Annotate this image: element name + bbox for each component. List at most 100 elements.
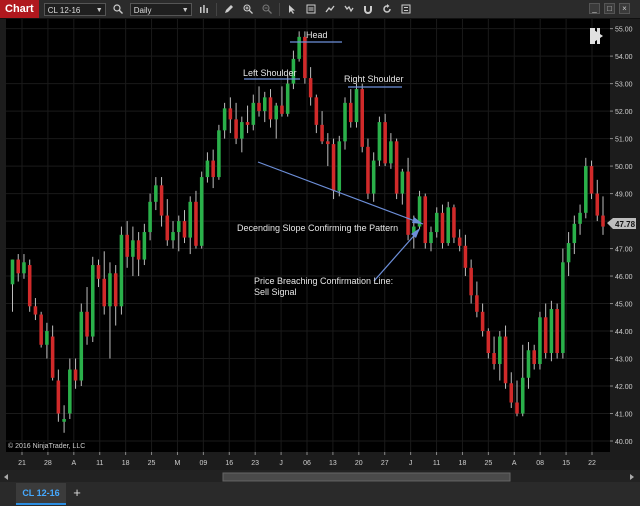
candle-body-up	[90, 265, 95, 337]
candle-body-down	[56, 380, 61, 414]
candle-body-down	[314, 97, 319, 125]
breach-label-line1: Price Breaching Confirmation Line:	[254, 276, 393, 286]
price-axis: 55.0054.0053.0052.0051.0050.0049.0048.00…	[610, 27, 633, 446]
candle-body-down	[383, 122, 387, 164]
pencil-icon[interactable]	[222, 2, 236, 16]
candle-body-down	[136, 240, 141, 260]
copyright-label: © 2016 NinjaTrader, LLC	[8, 442, 85, 450]
candle-body-down	[595, 193, 600, 216]
time-tick-label: 06	[303, 460, 311, 467]
reload-icon[interactable]	[380, 2, 394, 16]
candle-body-down	[326, 141, 330, 145]
minimize-button[interactable]: _	[589, 3, 600, 14]
candle-body-down	[280, 105, 284, 114]
candle-body-up	[62, 419, 66, 422]
candle-body-down	[234, 119, 238, 139]
candle-body-up	[371, 160, 376, 194]
price-tick-label: 40.00	[615, 439, 633, 446]
scroll-left-icon[interactable]	[4, 474, 8, 480]
candle-body-down	[245, 122, 250, 125]
descending-slope-label: Decending Slope Confirming the Pattern	[237, 223, 398, 233]
price-tick-label: 53.00	[615, 82, 633, 89]
candle-body-up	[45, 331, 49, 345]
time-tick-label: 23	[251, 460, 259, 467]
candle-body-up	[520, 377, 525, 414]
price-tick-label: 45.00	[615, 302, 633, 309]
scroll-thumb[interactable]	[222, 472, 511, 482]
magnet-icon[interactable]	[361, 2, 375, 16]
candle-body-down	[228, 108, 233, 120]
horizontal-scrollbar[interactable]	[0, 470, 640, 482]
candle-body-up	[538, 317, 542, 365]
close-button[interactable]: ×	[619, 3, 630, 14]
candle-body-up	[199, 177, 204, 246]
indicators-icon[interactable]	[342, 2, 356, 16]
candle-body-up	[285, 83, 290, 114]
candle-body-down	[480, 311, 485, 332]
time-tick-label: J	[409, 460, 413, 467]
breach-arrowhead	[411, 228, 420, 238]
head-label: Head	[306, 30, 328, 40]
time-tick-label: 20	[355, 460, 363, 467]
candle-body-down	[475, 295, 479, 312]
data-box-icon[interactable]	[304, 2, 318, 16]
candle-body-up	[561, 262, 565, 354]
strategies-icon[interactable]	[323, 2, 337, 16]
candle-body-up	[337, 141, 342, 191]
candle-body-down	[125, 234, 129, 257]
pointer-icon[interactable]	[285, 2, 299, 16]
candle-body-down	[16, 259, 21, 274]
scroll-right-icon[interactable]	[630, 474, 634, 480]
instrument-selector[interactable]: CL 12-16 ▼	[43, 2, 106, 16]
candle-body-down	[440, 212, 445, 244]
interval-selector-value: Daily	[133, 5, 152, 15]
price-tick-label: 51.00	[615, 137, 633, 144]
interval-selector[interactable]: Daily ▼	[129, 2, 192, 16]
plot-area	[6, 19, 610, 452]
chart-toolbar: Chart CL 12-16 ▼ Daily ▼ _ □	[0, 0, 640, 19]
add-tab-button[interactable]: +	[73, 485, 81, 500]
toolbar-divider	[278, 2, 280, 16]
candle-body-down	[85, 311, 89, 337]
candle-body-up	[10, 259, 15, 285]
candle-body-down	[555, 309, 559, 354]
candle-body-up	[171, 232, 175, 241]
candle-body-down	[348, 102, 353, 123]
time-tick-label: 27	[381, 460, 389, 467]
candle-body-down	[33, 306, 38, 315]
candle-body-down	[159, 185, 164, 216]
candle-body-down	[394, 141, 399, 194]
price-chart[interactable]: 55.0054.0053.0052.0051.0050.0049.0048.00…	[0, 19, 640, 470]
bars-type-icon[interactable]	[197, 2, 211, 16]
search-icon[interactable]	[111, 2, 125, 16]
time-tick-label: 11	[433, 460, 440, 467]
candle-body-up	[389, 141, 393, 164]
toolbar-divider	[215, 2, 217, 16]
candle-body-up	[526, 350, 531, 378]
price-tick-label: 43.00	[615, 357, 633, 364]
time-tick-label: 16	[225, 460, 233, 467]
candle-body-down	[50, 336, 55, 378]
chart-window-label: Chart	[0, 0, 39, 18]
time-tick-label: A	[71, 460, 76, 467]
candle-body-up	[498, 336, 502, 365]
candle-body-down	[515, 402, 519, 414]
maximize-button[interactable]: □	[604, 3, 615, 14]
zoom-out-icon[interactable]	[260, 2, 274, 16]
candle-body-down	[331, 144, 336, 191]
left-shoulder-label: Left Shoulder	[243, 68, 297, 78]
price-tick-label: 44.00	[615, 329, 633, 336]
candle-body-down	[194, 201, 198, 246]
tab-instrument[interactable]: CL 12-16	[16, 483, 66, 505]
price-tick-label: 49.00	[615, 192, 633, 199]
candle-body-down	[211, 160, 215, 178]
price-tick-label: 55.00	[615, 27, 633, 34]
zoom-in-icon[interactable]	[241, 2, 255, 16]
time-tick-label: 13	[329, 460, 337, 467]
panel-toggle-icon[interactable]	[590, 28, 603, 44]
candle-body-up	[566, 243, 571, 263]
time-tick-label: A	[512, 460, 517, 467]
candle-body-down	[257, 102, 261, 112]
candle-body-down	[463, 245, 468, 268]
properties-icon[interactable]	[399, 2, 413, 16]
